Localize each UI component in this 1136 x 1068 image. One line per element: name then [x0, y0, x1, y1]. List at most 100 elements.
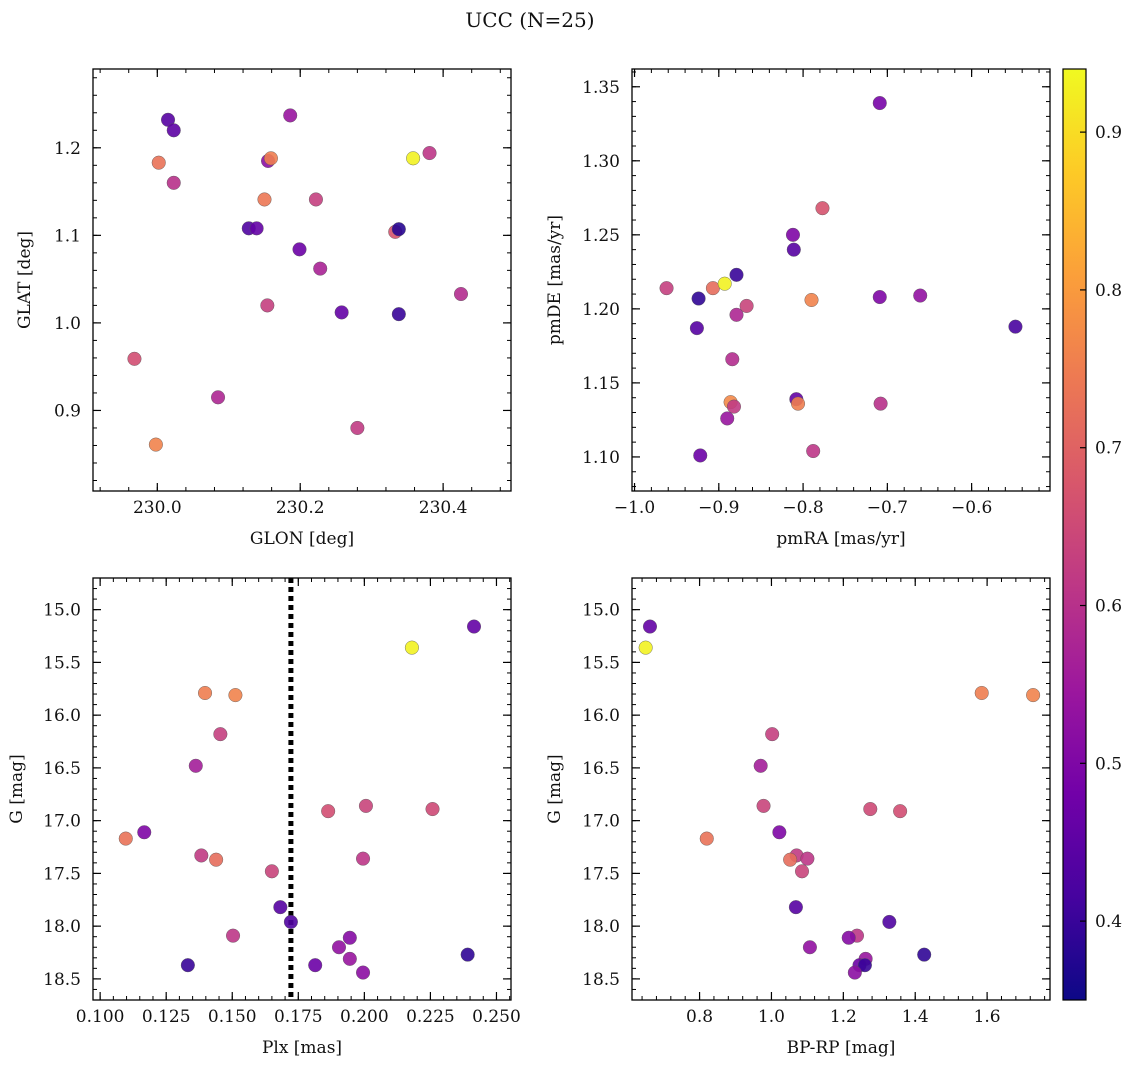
scatter-point: [391, 222, 406, 237]
scatter-point: [425, 802, 440, 817]
scatter-point: [226, 928, 241, 943]
colorbar-tick-label: 0.6: [1095, 597, 1122, 617]
scatter-point: [802, 940, 817, 955]
y-axis-label: pmDE [mas/yr]: [545, 215, 565, 345]
x-tick-label: 0.8: [686, 1007, 713, 1027]
x-axis-label: pmRA [mas/yr]: [776, 529, 905, 549]
y-tick-label: 1.1: [54, 226, 81, 246]
y-tick-label: 15.0: [43, 601, 81, 621]
y-tick-label: 18.5: [43, 970, 81, 990]
colorbar-tick-label: 0.4: [1095, 912, 1122, 932]
axes-frame: [631, 577, 1051, 1001]
y-tick-label: 18.0: [43, 917, 81, 937]
panel-bprp-g: 0.8 1.0 1.2 1.4 1.6 15.0 15.5 16.0 16.5 17.0 17.5 1…: [545, 577, 1051, 1058]
scatter-point: [841, 930, 856, 945]
x-tick-label: 1.2: [830, 1007, 857, 1027]
x-tick-label: −0.8: [782, 498, 823, 518]
y-tick-label: 16.0: [582, 706, 620, 726]
scatter-point: [151, 155, 166, 170]
y-tick-label: 1.2: [54, 139, 81, 159]
y-tick-label: 15.0: [582, 601, 620, 621]
scatter-point: [228, 688, 243, 703]
scatter-point: [705, 281, 720, 296]
x-tick-label: 0.175: [274, 1007, 323, 1027]
scatter-point: [693, 448, 708, 463]
x-axis-label: BP-RP [mag]: [787, 1038, 896, 1058]
scatter-point: [264, 864, 279, 879]
y-axis-label: GLAT [deg]: [15, 231, 35, 329]
scatter-point: [720, 411, 735, 426]
figure-title: UCC (N=25): [465, 8, 594, 32]
scatter-point: [137, 825, 152, 840]
y-tick-label: 1.20: [582, 300, 620, 320]
colorbar-tick-label: 0.8: [1095, 281, 1122, 301]
x-tick-label: −0.6: [951, 498, 992, 518]
axes-frame: [92, 68, 512, 492]
scatter-point: [1026, 688, 1041, 703]
scatter-point: [467, 619, 482, 634]
scatter-point: [321, 804, 336, 819]
y-tick-label: 16.5: [43, 759, 81, 779]
y-tick-label: 1.30: [582, 152, 620, 172]
scatter-point: [180, 958, 195, 973]
y-tick-label: 18.5: [582, 970, 620, 990]
scatter-point: [804, 292, 819, 307]
scatter-point: [249, 221, 264, 236]
y-axis-label: G [mag]: [545, 754, 565, 823]
scatter-point: [358, 798, 373, 813]
scatter-point: [260, 298, 275, 313]
scatter-point: [786, 242, 801, 257]
x-tick-label: 1.6: [974, 1007, 1001, 1027]
scatter-point: [699, 831, 714, 846]
y-tick-label: 16.5: [582, 759, 620, 779]
scatter-point: [308, 958, 323, 973]
scatter-point: [209, 852, 224, 867]
colorbar: 0.4 0.5 0.6 0.7 0.8 0.9: [1062, 68, 1122, 1001]
axes-frame: [92, 577, 512, 1001]
scatter-point: [806, 444, 821, 459]
scatter-point: [756, 798, 771, 813]
scatter-point: [194, 848, 209, 863]
scatter-point: [729, 307, 744, 322]
scatter-point: [873, 396, 888, 411]
y-tick-label: 15.5: [43, 653, 81, 673]
scatter-point: [313, 261, 328, 276]
scatter-point: [638, 640, 653, 655]
colorbar-tick-label: 0.5: [1095, 754, 1122, 774]
scatter-point: [342, 930, 357, 945]
scatter-point: [917, 947, 932, 962]
y-tick-label: 16.0: [43, 706, 81, 726]
panel-pmra-pmde: −1.0 −0.9 −0.8 −0.7 −0.6 1.10 1.15 1.20 1.25 1.30…: [545, 68, 1051, 549]
scatter-point: [283, 108, 298, 123]
scatter-point: [1008, 319, 1023, 334]
panel-plx-g: 0.100 0.125 0.150 0.175 0.200 0.225 0.250 15.0 1…: [7, 577, 521, 1058]
scatter-point: [765, 727, 780, 742]
scatter-point: [292, 242, 307, 257]
scatter-point: [788, 900, 803, 915]
scatter-point: [334, 305, 349, 320]
scatter-point: [893, 804, 908, 819]
colorbar-tick-label: 0.7: [1095, 439, 1122, 459]
scatter-point: [659, 281, 674, 296]
x-axis-label: Plx [mas]: [262, 1038, 342, 1058]
scatter-point: [847, 965, 862, 980]
scatter-point: [717, 276, 732, 291]
x-tick-label: −0.7: [867, 498, 908, 518]
scatter-point: [691, 291, 706, 306]
y-tick-label: 0.9: [54, 401, 81, 421]
y-tick-label: 1.25: [582, 226, 620, 246]
y-axis-label: G [mag]: [7, 754, 27, 823]
scatter-point: [783, 852, 798, 867]
scatter-point: [453, 287, 468, 302]
scatter-point: [166, 123, 181, 138]
scatter-point: [391, 307, 406, 322]
scatter-point: [642, 619, 657, 634]
panel-glon-glat: 230.0 230.2 230.4 0.9 1.0 1.1 1.2 GLON [deg] GLA…: [15, 68, 512, 549]
scatter-point: [863, 802, 878, 817]
scatter-point: [785, 227, 800, 242]
scatter-point: [815, 201, 830, 216]
x-axis-label: GLON [deg]: [250, 529, 354, 549]
scatter-point: [350, 420, 365, 435]
scatter-point: [257, 192, 272, 207]
